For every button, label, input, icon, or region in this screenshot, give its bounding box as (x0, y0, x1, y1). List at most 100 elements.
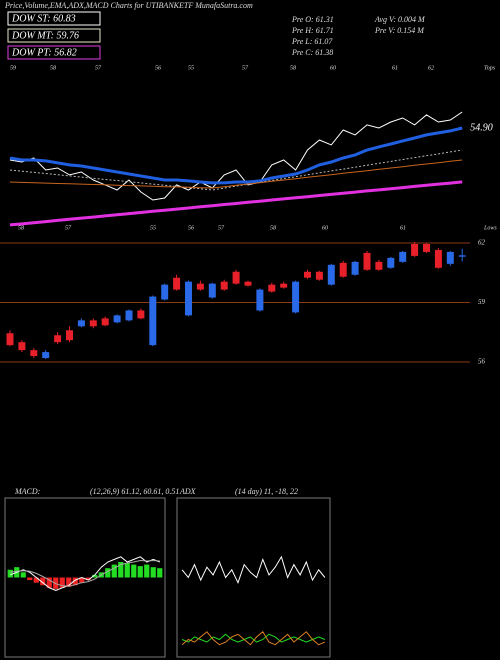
bottom-label: 55 (150, 225, 156, 231)
top-label: 55 (188, 65, 194, 71)
candle-body (30, 350, 38, 357)
histogram-bar (111, 564, 117, 578)
histogram-bar (137, 566, 143, 578)
histogram-bar (40, 577, 46, 586)
candle-body (411, 243, 419, 256)
bottom-label: 57 (218, 225, 225, 231)
series-line (10, 556, 160, 591)
candle-body (256, 289, 264, 311)
macd-title: MACD: (14, 487, 41, 496)
macd-params: (12,26,9) 61.12, 60.61, 0.51 (90, 487, 179, 496)
candle-body (399, 251, 407, 262)
series-line (9, 149, 463, 191)
candle-body (304, 271, 311, 278)
candle-body (161, 284, 169, 300)
histogram-bar (7, 569, 13, 578)
y-tick-label: 59 (478, 298, 486, 306)
histogram-bar (144, 564, 150, 578)
legend-label: DOW PT: 56.82 (11, 47, 77, 58)
series-line (181, 555, 326, 585)
end-label: 54.90 (470, 122, 493, 133)
candle-body (280, 283, 288, 288)
info-text: Pre H: 61.71 (291, 26, 334, 35)
candle-body (220, 281, 228, 290)
top-label: 58 (290, 65, 296, 71)
histogram-bar (27, 577, 33, 581)
top-label: 57 (95, 65, 102, 71)
series-line (9, 126, 463, 185)
candle-body (137, 310, 145, 319)
candle-body (268, 284, 276, 292)
series-line (9, 111, 463, 201)
histogram-bar (20, 572, 26, 578)
series-line (9, 159, 463, 189)
candle-body (185, 281, 192, 316)
info-text: Pre L: 61.07 (291, 37, 333, 46)
series-line (181, 633, 326, 643)
candle-body (292, 281, 300, 313)
candle-body (196, 283, 204, 290)
histogram-bar (59, 577, 65, 588)
histogram-bar (150, 567, 156, 578)
series-line (181, 631, 326, 646)
legend-box (7, 45, 101, 60)
top-label: 58 (50, 65, 56, 71)
legend-label: DOW MT: 59.76 (11, 30, 79, 41)
histogram-bar (85, 577, 91, 581)
candle-body (89, 320, 97, 327)
top-label: 57 (242, 65, 249, 71)
histogram-bar (105, 568, 111, 578)
candle-body (173, 277, 181, 290)
bottom-label: 61 (400, 225, 406, 231)
histogram-bar (131, 564, 137, 578)
top-label: 56 (155, 65, 161, 71)
candle-body (446, 251, 454, 264)
histogram-bar (66, 577, 72, 587)
candle-body (363, 252, 371, 270)
legend-label: DOW ST: 60.83 (11, 13, 76, 24)
candle-body (458, 255, 466, 257)
histogram-bar (157, 568, 163, 578)
candle-body (113, 315, 121, 323)
top-note: Tops (484, 65, 496, 71)
bottom-label: 58 (270, 225, 276, 231)
histogram-bar (72, 577, 78, 586)
candle-body (339, 262, 347, 277)
adx-params: (14 day) 11, -18, 22 (235, 487, 298, 496)
histogram-bar (92, 574, 98, 578)
candle-body (387, 257, 395, 268)
adx-title: ADX (179, 487, 197, 496)
candle-body (54, 335, 62, 343)
candle-body (232, 271, 240, 284)
candle-body (315, 271, 323, 280)
bottom-label: 58 (18, 225, 24, 231)
bottom-label: 57 (65, 225, 72, 231)
y-tick-label: 62 (478, 239, 486, 247)
top-label: 61 (392, 65, 398, 71)
legend-box (7, 11, 101, 26)
candle-body (351, 261, 359, 275)
series-line (9, 180, 463, 227)
candle-body (434, 249, 442, 268)
info-text: Pre C: 61.38 (291, 48, 333, 57)
top-label: 60 (330, 65, 336, 71)
bottom-label: 56 (188, 225, 194, 231)
histogram-bar (33, 577, 39, 583)
candle-body (327, 264, 335, 285)
candle-body (208, 283, 216, 298)
candle-body (42, 352, 50, 359)
candle-body (244, 281, 252, 286)
histogram-bar (118, 562, 124, 578)
series-line (10, 559, 160, 587)
legend-box (7, 28, 101, 43)
histogram-bar (79, 577, 85, 583)
info-text: Avg V: 0.004 M (374, 15, 426, 24)
y-tick-label: 56 (478, 358, 486, 366)
candle-body (6, 333, 14, 346)
histogram-bar (124, 563, 130, 578)
candle-body (375, 261, 383, 270)
candle-body (423, 243, 430, 252)
bottom-note: Lows (483, 225, 497, 231)
